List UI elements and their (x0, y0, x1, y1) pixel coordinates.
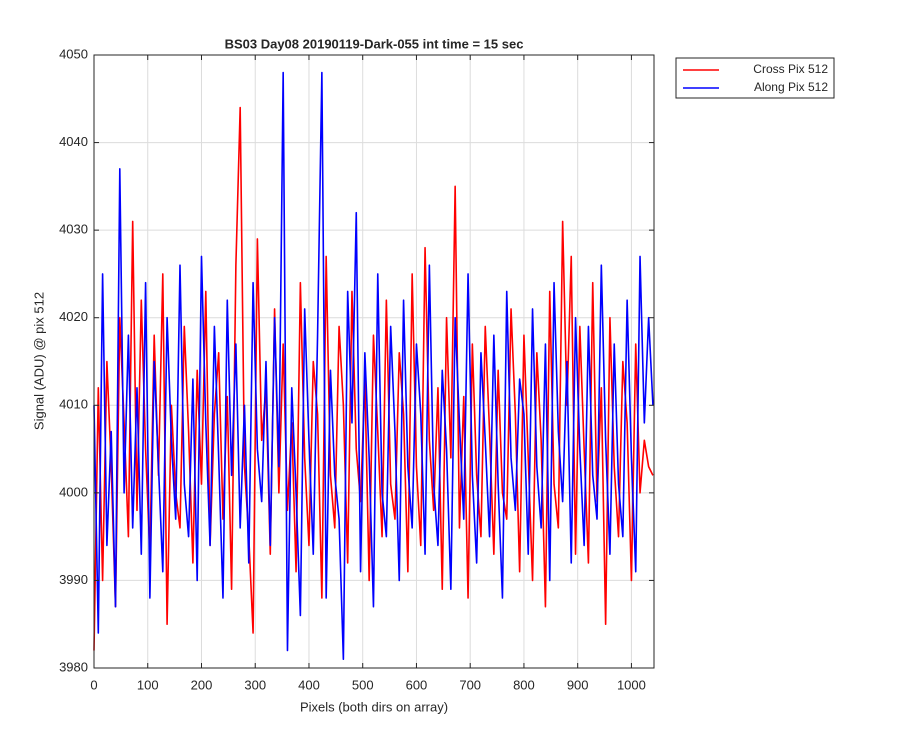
data-line (93, 106, 654, 651)
legend-label: Cross Pix 512 (753, 62, 828, 76)
y-tick-label: 4030 (59, 222, 88, 237)
y-tick-label: 4050 (59, 46, 88, 61)
x-tick-label: 400 (298, 677, 320, 692)
y-tick-label: 3980 (59, 659, 88, 674)
y-tick-label: 4040 (59, 134, 88, 149)
legend-label: Along Pix 512 (754, 80, 828, 94)
chart-title: BS03 Day08 20190119-Dark-055 int time = … (225, 36, 524, 51)
legend-box (675, 57, 835, 99)
y-tick-label: 4000 (59, 484, 88, 499)
x-tick-label: 300 (244, 677, 266, 692)
data-line (93, 71, 654, 661)
y-tick-label: 4020 (59, 309, 88, 324)
x-tick-label: 0 (90, 677, 97, 692)
x-tick-label: 600 (406, 677, 428, 692)
x-tick-label: 500 (352, 677, 374, 692)
y-axis-label: Signal (ADU) @ pix 512 (31, 292, 46, 430)
axes-box (93, 54, 655, 669)
x-tick-label: 1000 (617, 677, 646, 692)
x-tick-label: 100 (137, 677, 159, 692)
y-tick-label: 4010 (59, 397, 88, 412)
x-tick-label: 900 (567, 677, 589, 692)
y-tick-label: 3990 (59, 572, 88, 587)
x-axis-label: Pixels (both dirs on array) (300, 699, 448, 714)
x-tick-label: 700 (459, 677, 481, 692)
x-tick-label: 200 (191, 677, 213, 692)
x-tick-label: 800 (513, 677, 535, 692)
plot-lines (93, 71, 654, 661)
